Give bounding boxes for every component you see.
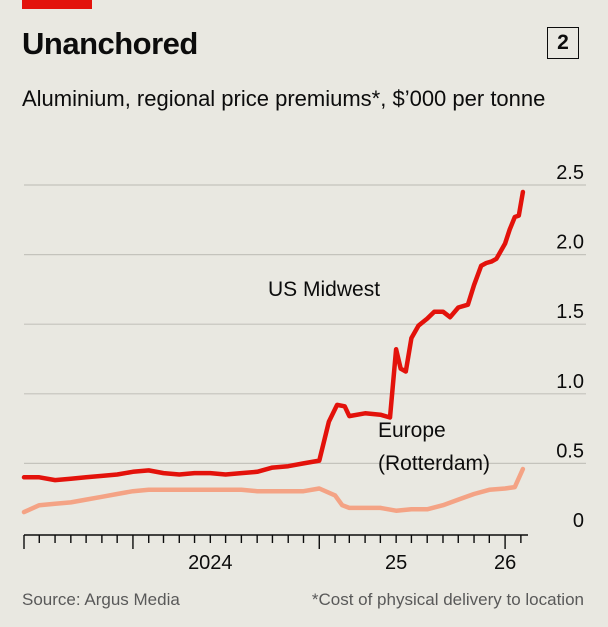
- series-label-europe: (Rotterdam): [378, 452, 490, 475]
- y-tick-label: 0: [573, 510, 584, 532]
- x-tick-label: 25: [385, 552, 407, 574]
- y-tick-label: 1.0: [556, 371, 584, 393]
- series-line-europe-rotterdam: [21, 466, 526, 515]
- y-axis-labels: 0 0.5 1.0 1.5 2.0 2.5: [556, 162, 584, 532]
- chart-subtitle: Aluminium, regional price premiums*, $’0…: [22, 86, 546, 111]
- chart-number-badge: 2: [547, 27, 579, 59]
- y-tick-label: 1.5: [556, 301, 584, 323]
- series-labels: US Midwest Europe (Rotterdam): [268, 278, 490, 475]
- y-tick-label: 0.5: [556, 440, 584, 462]
- series-lines: [21, 189, 526, 515]
- y-tick-label: 2.5: [556, 162, 584, 184]
- y-tick-label: 2.0: [556, 232, 584, 254]
- chart-title: Unanchored: [22, 26, 198, 61]
- brand-tag: [22, 0, 92, 9]
- series-label-europe: Europe: [378, 419, 446, 442]
- gridlines: [24, 184, 586, 464]
- series-line-us-midwest: [21, 189, 526, 483]
- x-tick-label: 26: [494, 552, 516, 574]
- source-note: Source: Argus Media: [22, 590, 180, 609]
- footnote: *Cost of physical delivery to location: [311, 590, 584, 609]
- x-tick-label: 2024: [188, 552, 233, 574]
- series-label-us-midwest: US Midwest: [268, 278, 380, 301]
- x-axis: 2024 25 26: [23, 534, 528, 574]
